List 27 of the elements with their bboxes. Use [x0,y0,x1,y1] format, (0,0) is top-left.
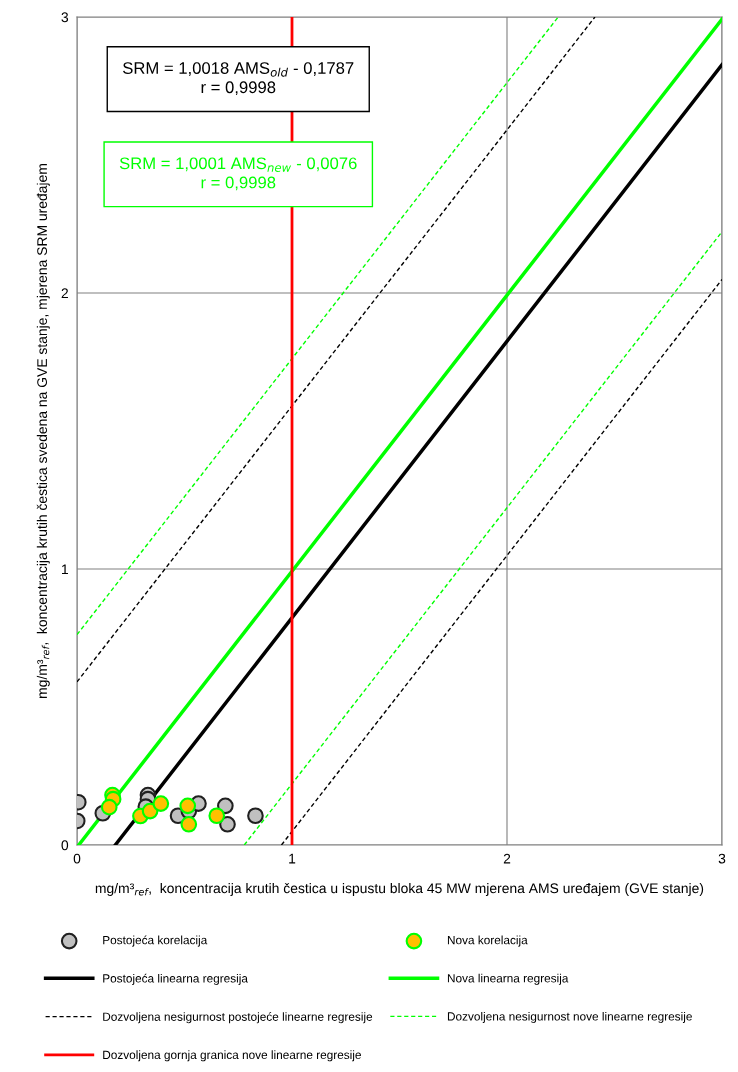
point [217,797,234,815]
point [180,815,198,833]
legend-label: Postojeća korelacija [103,935,208,947]
x-tick-label: 2 [503,853,511,864]
point [152,795,170,812]
x-tick-label: 3 [718,853,726,864]
legend-label: Dozvoljena nesigurnost postojeće linearne regresije [103,1012,373,1024]
point [208,807,226,825]
legend-label: Dozvoljena nesigurnost nove linearne regresije [447,1011,692,1023]
legend-label: Nova linearna regresija [447,973,569,985]
y-tick-label: 2 [61,288,68,299]
y-tick-label: 3 [61,12,69,23]
point [219,815,236,833]
annotation: SRM = 1,0018 AMS$_{old}$ - 0,1787 r = 0,9998 [123,62,354,96]
y-tick-label: 1 [62,564,68,575]
point [100,798,118,816]
y-axis-title: mg/m³$_{ref}$, koncentracija krutih čestica svedena na GVE stanje, mjerena SRM uređajem [36,164,50,698]
text: SRM = 1,0001 AMS$_{new}$ - 0,0076 r = 0,9998 [119,157,357,191]
legend-label: Postojeća linearna regresija [103,973,248,985]
legend-label: Dozvoljena gornja granica nove linearne regresije [103,1050,361,1062]
point [179,797,197,815]
y-tick-label: 0 [61,840,69,851]
x-tick-label: 0 [73,853,81,864]
legend-label: Nova korelacija [447,935,528,947]
point [247,807,264,825]
x-axis-title: mg/m³$_{ref}$, koncentracija krutih čestica u ispustu bloka 45 MW mjerena AMS uređajem (GVE stanje) [95,882,704,896]
x-tick-label: 1 [289,853,296,864]
